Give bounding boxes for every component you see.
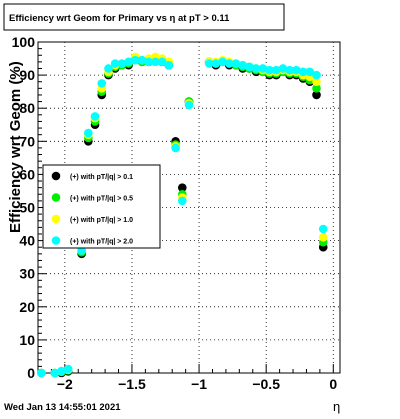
data-point-series-4	[104, 64, 113, 73]
x-tick-label: −0.5	[252, 376, 280, 392]
x-tick-label: −2	[57, 376, 73, 392]
x-tick-label: −1.5	[118, 376, 146, 392]
data-point-series-4	[218, 57, 227, 67]
y-tick-label: 70	[19, 133, 35, 149]
data-point-series-4	[97, 79, 107, 88]
x-tick-label: 0	[329, 376, 337, 392]
data-point-series-4	[238, 60, 247, 70]
legend-label-4: (+) with pT/|q| > 2.0	[70, 239, 133, 246]
data-point-series-4	[285, 65, 294, 75]
data-point-series-4	[50, 368, 60, 378]
data-point-series-4	[298, 67, 308, 77]
data-point-series-1	[177, 183, 187, 192]
data-point-series-4	[117, 59, 127, 68]
chart-title: Efficiency wrt Geom for Primary vs η at …	[9, 13, 230, 24]
data-point-series-4	[231, 59, 241, 68]
data-point-series-4	[110, 59, 120, 68]
data-point-series-4	[137, 55, 147, 65]
data-point-series-4	[305, 67, 315, 77]
legend-label-2: (+) with pT/|q| > 0.5	[70, 196, 133, 203]
y-tick-labels: 0 10 20 30 40 50 60 70 80 90 100	[12, 34, 36, 381]
legend-label-3: (+) with pT/|q| > 1.0	[70, 217, 133, 224]
data-point-series-4	[177, 196, 187, 206]
data-point-series-4	[144, 57, 154, 67]
legend-marker-2	[51, 193, 61, 202]
x-tick-labels: −2 −1.5 −1 −0.5 0	[57, 376, 338, 392]
y-tick-label: 60	[19, 166, 35, 182]
data-point-series-4	[37, 368, 46, 378]
legend-label-1: (+) with pT/|q| > 0.1	[70, 174, 133, 181]
data-point-series-4	[265, 65, 274, 75]
data-point-series-1	[312, 90, 321, 100]
y-tick-label: 30	[19, 266, 35, 282]
y-tick-label: 50	[19, 200, 35, 216]
legend-box	[42, 164, 161, 249]
data-point-series-4	[318, 224, 328, 234]
data-point-series-4	[84, 128, 93, 138]
data-point-series-4	[124, 57, 133, 67]
timestamp: Wed Jan 13 14:55:01 2021	[4, 402, 121, 413]
data-point-series-4	[63, 364, 73, 374]
data-point-series-4	[171, 143, 180, 153]
data-point-series-4	[157, 57, 167, 67]
y-tick-label: 20	[19, 299, 35, 315]
y-tick-label: 100	[12, 34, 36, 50]
y-tick-label: 80	[19, 100, 35, 116]
y-tick-label: 40	[19, 233, 35, 249]
legend-marker-1	[51, 171, 61, 181]
y-tick-label: 0	[27, 365, 35, 381]
legend: (+) with pT/|q| > 0.1 (+) with pT/|q| > 0…	[42, 164, 161, 249]
legend-marker-3	[51, 214, 61, 224]
data-point-series-4	[204, 59, 214, 68]
title-box	[3, 3, 285, 31]
x-tick-label: −1	[191, 376, 207, 392]
y-tick-label: 90	[19, 67, 35, 83]
legend-marker-4	[51, 236, 61, 245]
data-point-series-4	[258, 64, 268, 73]
data-point-series-3	[312, 77, 321, 87]
x-axis-title: η	[333, 399, 340, 414]
data-point-series-4	[224, 59, 234, 68]
data-point-series-4	[57, 366, 66, 376]
data-point-series-4	[271, 65, 281, 75]
data-point-series-4	[90, 112, 100, 121]
data-point-series-3	[318, 232, 328, 242]
data-point-series-4	[278, 64, 288, 73]
data-point-series-4	[131, 55, 140, 65]
data-point-series-4	[251, 64, 261, 73]
data-point-series-4	[151, 57, 160, 67]
data-point-series-4	[164, 60, 174, 70]
y-axis-title: Efficiency wrt Geom (%)	[7, 61, 24, 233]
data-point-series-4	[211, 59, 221, 68]
data-markers	[37, 52, 328, 378]
data-point-series-4	[184, 100, 194, 110]
data-point-series-4	[312, 70, 321, 80]
y-tick-label: 10	[19, 332, 35, 348]
data-point-series-4	[245, 62, 254, 72]
data-point-series-2	[312, 84, 321, 93]
data-point-series-4	[292, 65, 301, 75]
